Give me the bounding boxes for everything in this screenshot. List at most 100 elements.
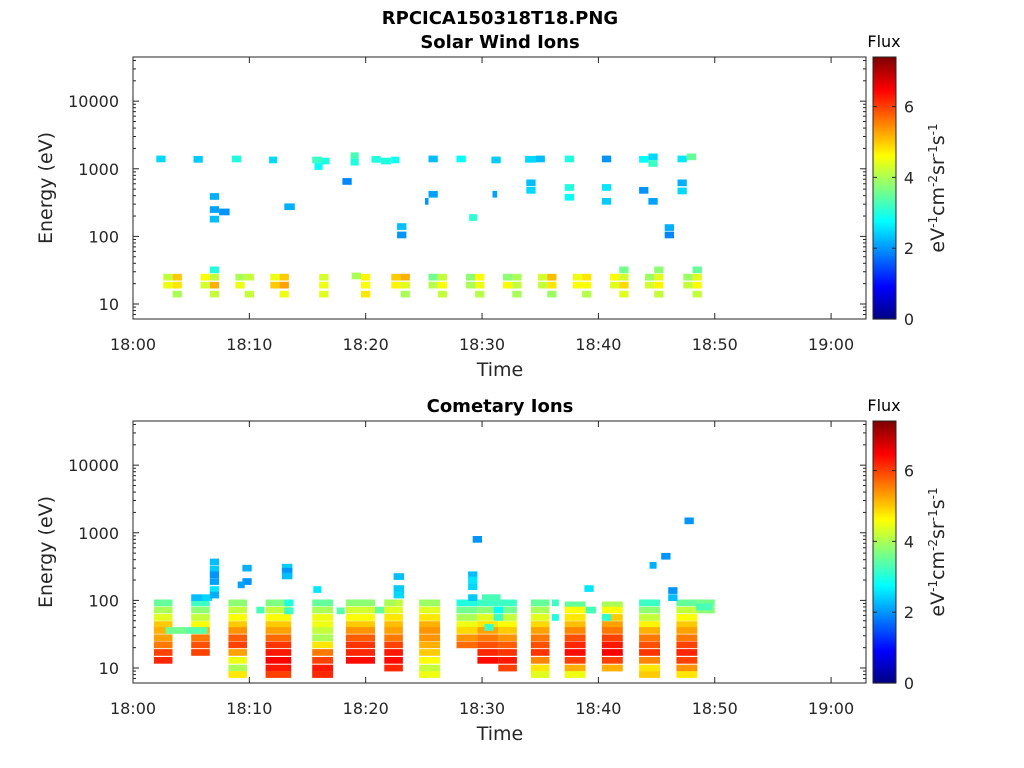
x-tick-label: 19:00	[808, 699, 854, 718]
flux-cell	[664, 231, 674, 239]
flux-cell	[564, 184, 574, 191]
flux-cell	[265, 657, 292, 664]
flux-cell	[654, 290, 664, 298]
colorbar-band	[873, 437, 896, 440]
colorbar-band	[873, 237, 896, 240]
flux-cell	[477, 606, 499, 614]
x-tick-label: 18:40	[575, 335, 621, 354]
colorbar-band	[873, 651, 896, 654]
flux-cell	[284, 607, 294, 615]
colorbar-band	[873, 571, 896, 574]
flux-cell	[419, 621, 441, 628]
colorbar-band	[873, 505, 896, 508]
colorbar-band	[873, 279, 896, 282]
flux-cell	[186, 627, 208, 634]
flux-cell	[209, 558, 220, 566]
flux-cell	[465, 273, 476, 281]
flux-cell	[551, 614, 559, 621]
flux-cell	[601, 627, 623, 634]
colorbar-band	[873, 581, 896, 584]
colorbar-band	[873, 311, 896, 314]
flux-cell	[231, 155, 242, 163]
colorbar-band	[873, 659, 896, 662]
flux-cell	[456, 606, 478, 614]
flux-cell	[639, 627, 660, 634]
flux-cell	[350, 152, 359, 160]
flux-cell	[400, 281, 410, 289]
flux-cell	[484, 624, 494, 631]
flux-cell	[537, 273, 548, 281]
colorbar-band	[873, 73, 896, 76]
colorbar-band	[873, 147, 896, 150]
colorbar-band	[873, 465, 896, 468]
colorbar-band	[873, 99, 896, 102]
flux-cell	[384, 627, 403, 634]
flux-cell	[265, 606, 292, 614]
flux-cell	[209, 281, 220, 289]
flux-cell	[391, 156, 400, 164]
plot-border	[132, 56, 867, 320]
flux-cell	[375, 606, 385, 614]
colorbar-band	[873, 649, 896, 652]
flux-cell	[477, 649, 499, 656]
flux-cell	[692, 281, 702, 289]
flux-cell	[619, 266, 629, 274]
colorbar-band	[873, 585, 896, 588]
colorbar-band	[873, 433, 896, 436]
colorbar-band	[873, 277, 896, 280]
colorbar-band	[873, 577, 896, 580]
flux-cell	[156, 155, 166, 163]
flux-cell	[512, 281, 522, 289]
flux-cell	[312, 657, 334, 664]
flux-cell	[456, 155, 466, 163]
plot-area	[133, 57, 866, 319]
colorbar-band	[873, 613, 896, 616]
colorbar-band	[873, 155, 896, 158]
colorbar-band	[873, 671, 896, 674]
flux-cell	[279, 290, 289, 298]
colorbar-band	[873, 467, 896, 470]
colorbar-band	[873, 303, 896, 306]
colorbar-band	[873, 611, 896, 614]
flux-cell	[393, 585, 405, 592]
colorbar-band	[873, 289, 896, 292]
colorbar-band	[873, 573, 896, 576]
flux-cell	[425, 198, 429, 205]
panel-title: Cometary Ions	[427, 396, 574, 417]
colorbar-band	[873, 523, 896, 526]
flux-cell	[242, 578, 252, 585]
colorbar-band	[873, 439, 896, 442]
colorbar-band	[873, 477, 896, 480]
colorbar-band	[873, 623, 896, 626]
flux-cell	[153, 634, 173, 642]
colorbar-band	[873, 291, 896, 294]
flux-cell	[491, 156, 501, 164]
y-axis-label: Energy (eV)	[35, 132, 57, 244]
colorbar-tick-label: 6	[904, 462, 914, 481]
colorbar-band	[873, 149, 896, 152]
colorbar-band	[873, 269, 896, 272]
colorbar-band	[873, 181, 896, 184]
flux-cell	[477, 657, 499, 664]
colorbar-band	[873, 485, 896, 488]
flux-cell	[393, 573, 405, 580]
colorbar-band	[873, 203, 896, 206]
colorbar-band	[873, 599, 896, 602]
colorbar-band	[873, 197, 896, 200]
flux-cell	[639, 634, 660, 642]
x-axis-ticks: 18:00 18:10 18:20 18:30 18:40 18:50 19:00	[110, 421, 854, 718]
flux-cell	[321, 157, 330, 165]
colorbar-band	[873, 589, 896, 592]
flux-cell	[564, 193, 574, 201]
flux-cell	[475, 273, 485, 281]
flux-cell	[419, 614, 441, 621]
flux-cell	[361, 281, 371, 289]
colorbar-band	[873, 665, 896, 668]
flux-cell	[153, 621, 173, 628]
flux-cell	[265, 671, 292, 678]
colorbar-band	[873, 513, 896, 516]
colorbar-band	[873, 145, 896, 148]
x-axis-ticks: 18:00 18:10 18:20 18:30 18:40 18:50 19:00	[110, 57, 854, 354]
flux-cell	[530, 599, 550, 607]
